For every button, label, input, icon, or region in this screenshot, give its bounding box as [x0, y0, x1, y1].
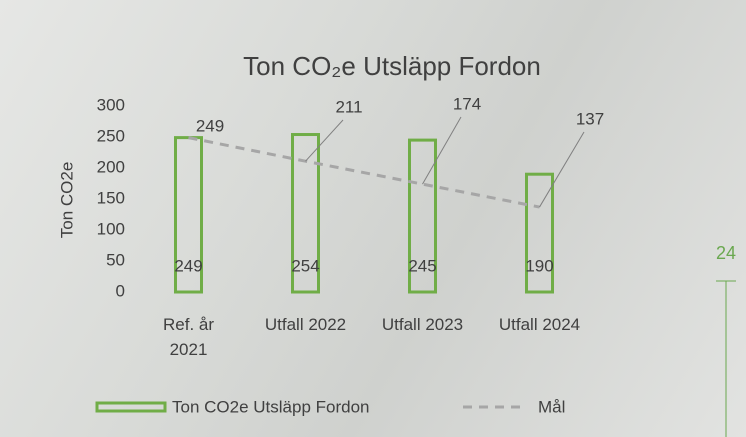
leader-line [306, 120, 344, 161]
bar-value-label: 245 [408, 256, 436, 275]
y-tick-label: 0 [116, 281, 125, 300]
legend-label: Ton CO2e Utsläpp Fordon [172, 397, 370, 416]
page: Ton CO₂e Utsläpp Fordon Ton CO2e 24 0 50 1… [0, 0, 746, 437]
page-number: 24 [716, 243, 736, 263]
y-tick-label: 250 [97, 126, 125, 145]
line-value-label: 211 [335, 97, 362, 116]
chart-title: Ton CO₂e Utsläpp Fordon [243, 51, 541, 81]
leader-line [423, 117, 462, 184]
bar-value-label: 254 [291, 256, 319, 275]
y-tick-label: 100 [97, 219, 125, 238]
legend-swatch [97, 403, 165, 411]
line-value-label: 137 [576, 109, 604, 128]
y-tick-label: 200 [97, 157, 125, 176]
leader-line [540, 132, 585, 207]
y-tick-label: 150 [97, 188, 125, 207]
x-tick-label: Ref. år 2021 [130, 312, 247, 362]
y-tick-label: 300 [97, 95, 125, 114]
y-tick-label: 50 [106, 250, 125, 269]
chart: Ton CO₂e Utsläpp Fordon Ton CO2e 24 0 50 1… [0, 0, 746, 437]
bar-value-label: 190 [525, 256, 553, 275]
x-tick-label: Utfall 2022 [247, 312, 364, 337]
legend-label: Mål [538, 397, 565, 416]
y-axis-title: Ton CO2e [57, 162, 76, 239]
x-tick-label: Utfall 2023 [364, 312, 481, 337]
line-value-label: 249 [196, 116, 224, 135]
target-line [189, 138, 540, 207]
line-value-label: 174 [453, 94, 481, 113]
x-tick-label: Utfall 2024 [481, 312, 598, 337]
bar-value-label: 249 [174, 256, 202, 275]
